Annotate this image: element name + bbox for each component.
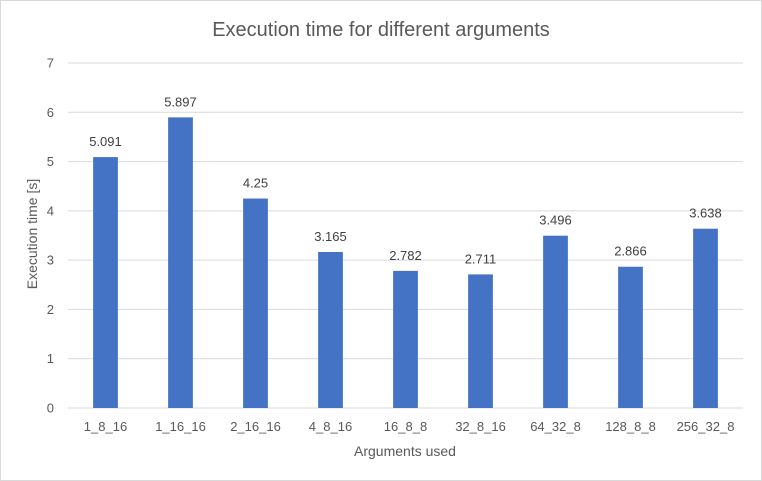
chart-title: Execution time for different arguments — [212, 19, 550, 41]
bar — [693, 228, 718, 408]
bar — [243, 198, 268, 408]
data-label: 2.782 — [389, 248, 422, 263]
x-tick-label: 4_8_16 — [309, 419, 352, 434]
y-tick-label: 2 — [47, 302, 54, 317]
bar — [468, 274, 493, 408]
x-axis-title: Arguments used — [354, 443, 456, 459]
x-tick-label: 1_16_16 — [155, 419, 206, 434]
y-tick-label: 6 — [47, 105, 54, 120]
y-tick-label: 1 — [47, 351, 54, 366]
data-label: 3.496 — [539, 213, 572, 228]
bar — [168, 117, 193, 408]
y-axis-title: Execution time [s] — [24, 179, 40, 290]
data-label: 3.165 — [314, 229, 347, 244]
data-labels: 5.091 5.897 4.25 3.165 2.782 2.711 3.496 2.866 3… — [89, 94, 722, 266]
data-label: 5.897 — [164, 94, 197, 109]
y-tick-label: 0 — [47, 401, 54, 416]
x-tick-label: 2_16_16 — [230, 419, 281, 434]
y-tick-label: 4 — [47, 203, 54, 218]
x-tick-label: 32_8_16 — [455, 419, 506, 434]
x-axis-ticks: 1_8_16 1_16_16 2_16_16 4_8_16 16_8_8 32_8_16 6… — [84, 419, 735, 434]
bar — [393, 270, 418, 408]
data-label: 2.711 — [465, 251, 497, 266]
bar — [543, 235, 568, 408]
data-label: 2.866 — [614, 244, 647, 259]
data-label: 3.638 — [689, 206, 722, 221]
bar — [318, 252, 343, 408]
bar — [618, 266, 643, 408]
x-tick-label: 16_8_8 — [384, 419, 427, 434]
x-tick-label: 128_8_8 — [605, 419, 656, 434]
x-tick-label: 1_8_16 — [84, 419, 127, 434]
data-label: 5.091 — [89, 134, 122, 149]
x-tick-label: 256_32_8 — [677, 419, 735, 434]
bars — [93, 117, 718, 408]
y-tick-label: 3 — [47, 253, 54, 268]
bar — [93, 157, 118, 408]
y-axis-ticks: 0 1 2 3 4 5 6 7 — [47, 56, 54, 416]
x-tick-label: 64_32_8 — [530, 419, 581, 434]
y-tick-label: 7 — [47, 56, 54, 71]
data-label: 4.25 — [243, 176, 268, 191]
y-tick-label: 5 — [47, 154, 54, 169]
